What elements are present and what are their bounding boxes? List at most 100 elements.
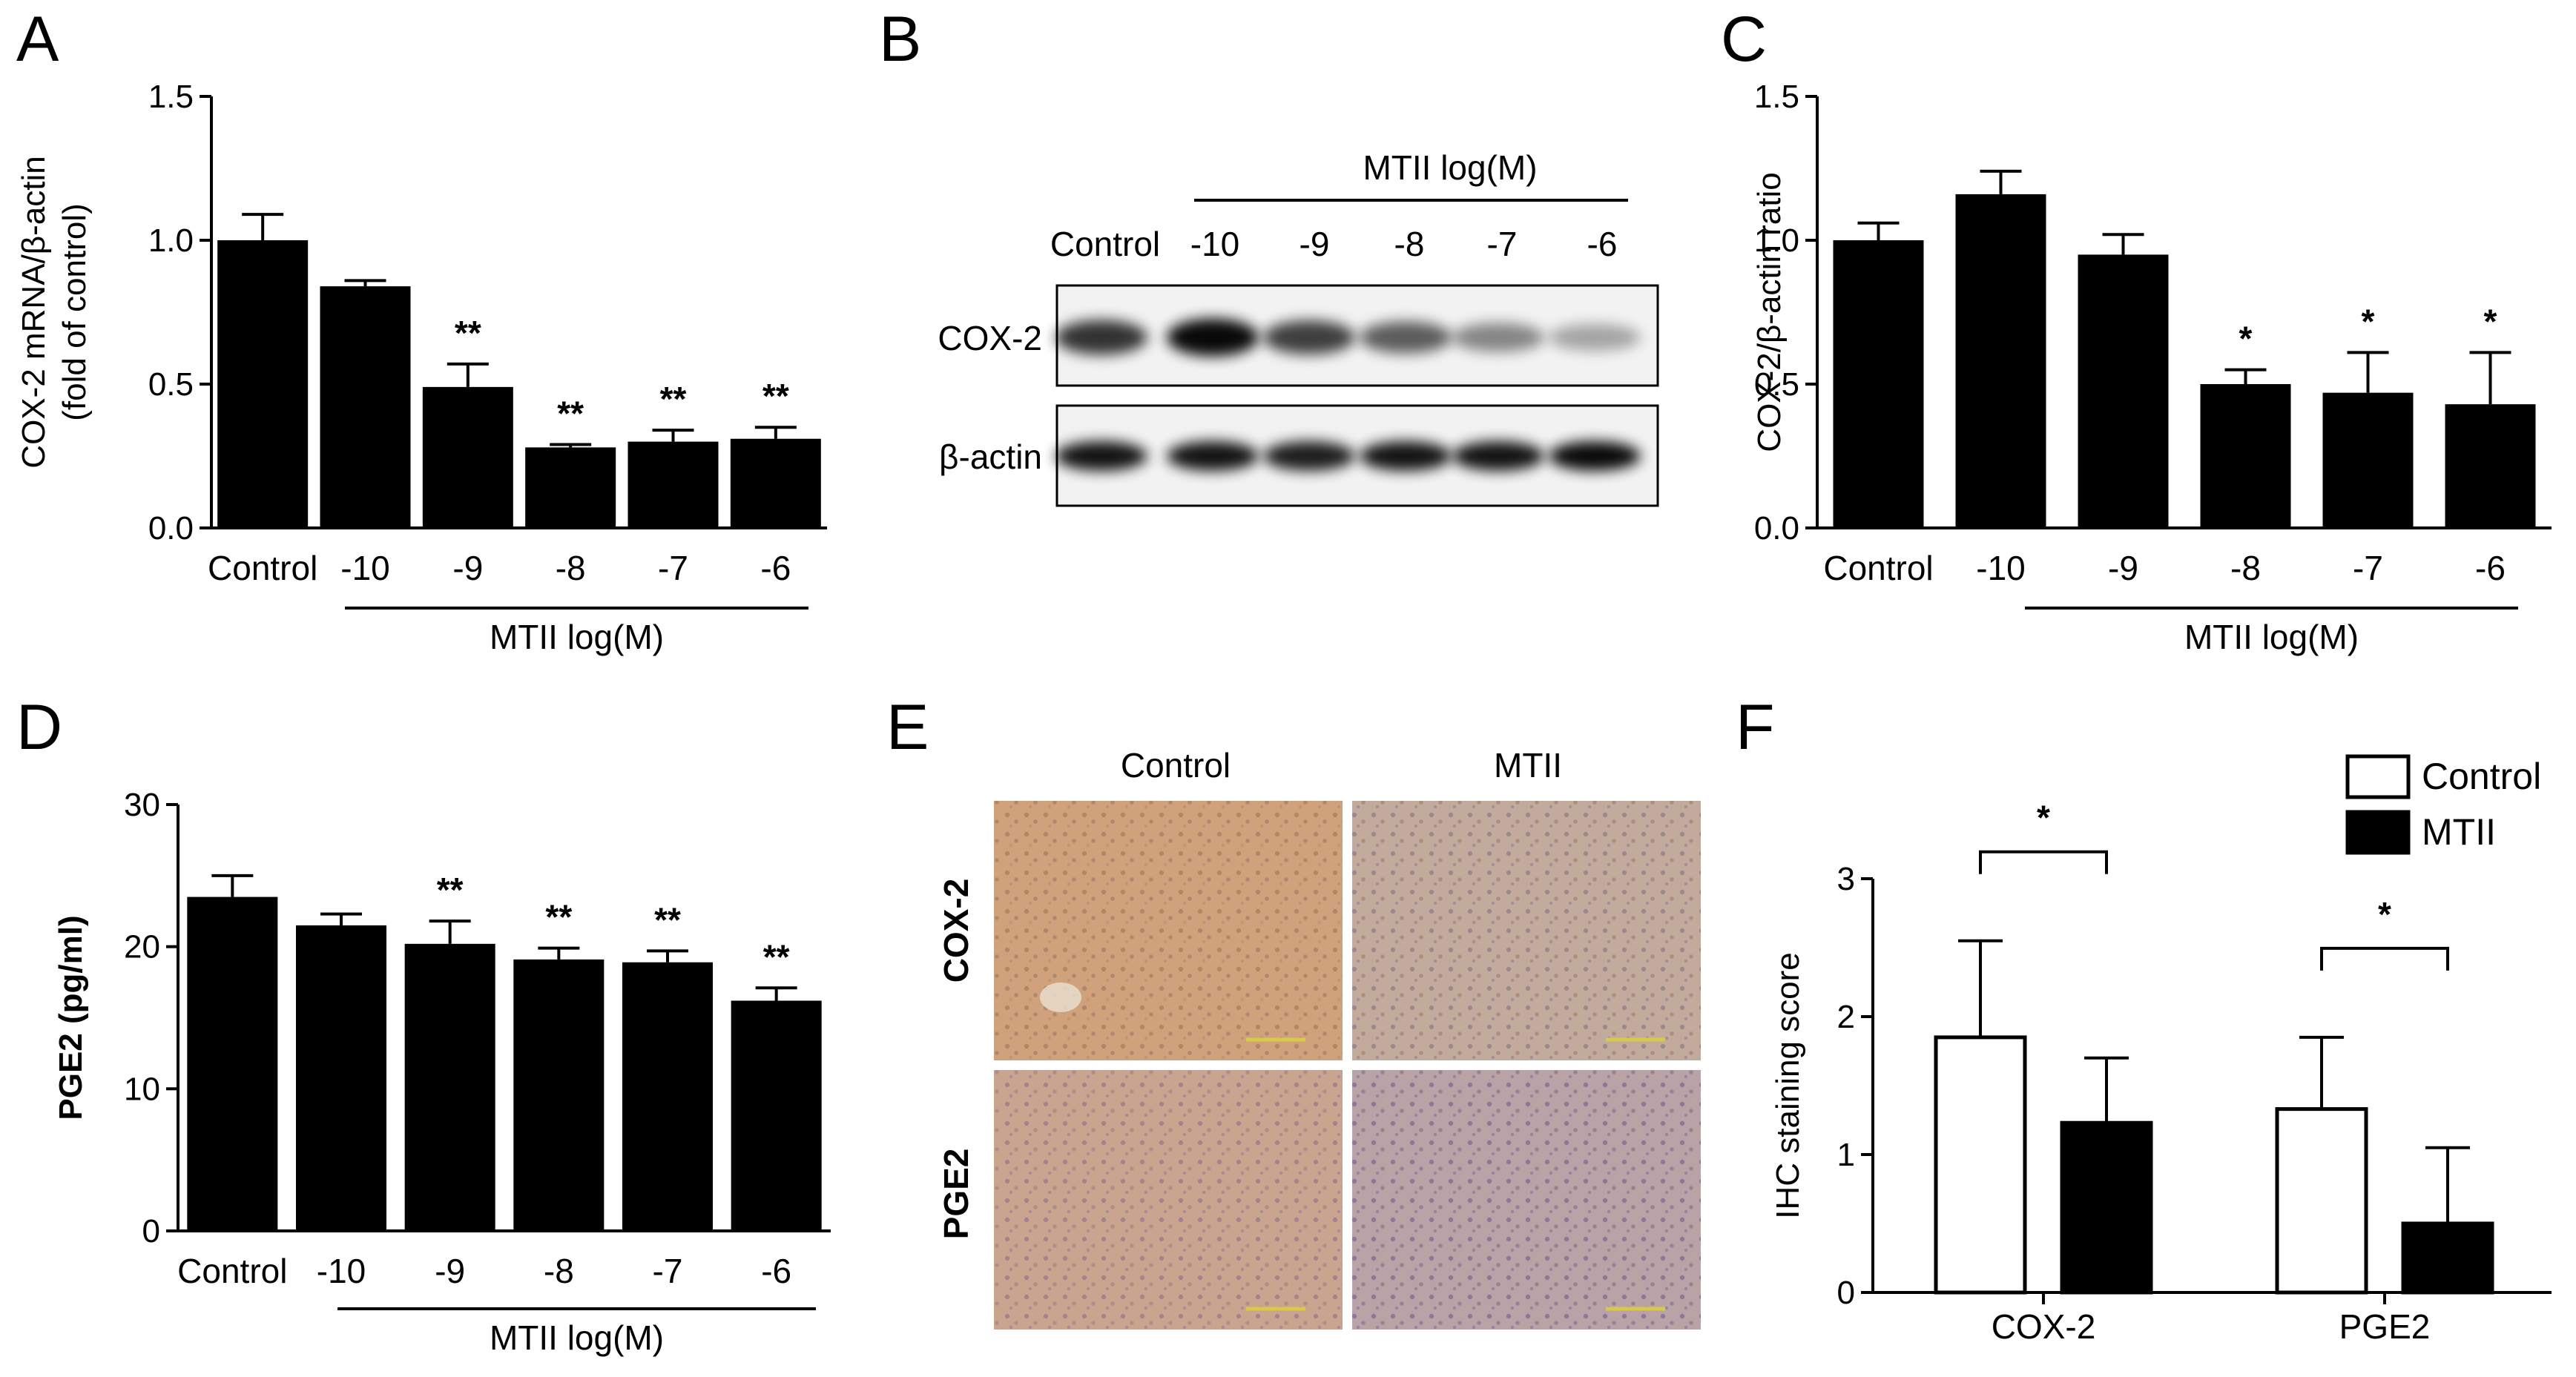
blot-bands [1055,318,1641,471]
blot-band-cox2 [1360,321,1452,354]
y-tick-label: 1.0 [1754,222,1799,259]
legend-label: Control [2422,756,2541,797]
y-tick-label: 1 [1837,1137,1855,1173]
blot-row-label-actin: β-actin [939,437,1042,476]
y-axis-label: COX-2/β-actin ratio [1751,172,1788,452]
legend-label: MTII [2422,811,2496,853]
x-category-label: -10 [317,1252,366,1290]
ihc-image-pge2-control [994,1070,1343,1330]
chart-panel-a: 0.0 0.5 1.0 1.5 COX-2 mRNA/β-actin (fold of c… [16,79,827,656]
x-category-label: -6 [760,549,791,587]
x-category-label: -8 [2230,549,2261,587]
significance-marker: * [2037,799,2050,837]
blot-group-label: MTII log(M) [1363,148,1537,187]
bar [404,943,495,1231]
y-tick-label: 0 [142,1213,160,1249]
bar [525,447,616,528]
x-category-label: -9 [435,1252,465,1290]
bar [187,896,278,1231]
x-category-label: Control [208,549,317,587]
blot-lane-label: -7 [1487,225,1518,263]
significance-marker: ** [455,314,481,352]
y-tick-label: 0 [1837,1275,1855,1311]
blot-band-actin [1549,441,1641,471]
ihc-row-label-cox2: COX-2 [937,879,975,983]
blot-band-actin [1452,441,1544,471]
legend-swatch [2345,754,2411,799]
bar [2445,404,2536,528]
bar [217,240,309,528]
significance-marker: * [2484,302,2497,340]
panel-letter-d: D [16,692,62,763]
significance-marker: ** [654,900,681,939]
blot-row-label-cox2: COX-2 [938,319,1042,357]
blot-band-cox2 [1263,320,1355,354]
significance-marker: * [2239,320,2253,358]
bar [622,962,713,1231]
x-category-label: -7 [653,1252,683,1290]
blot-band-actin [1055,441,1147,471]
y-tick-label: 30 [124,787,160,823]
x-category-label: -9 [2108,549,2138,587]
x-category-label: -10 [340,549,389,587]
y-tick-label: 0.0 [1754,510,1799,546]
x-category-label: -9 [452,549,483,587]
bar [2200,384,2291,528]
ihc-vessel [1040,983,1081,1012]
y-axis-label: COX-2 mRNA/β-actin [16,156,52,468]
x-category-label: -7 [2353,549,2383,587]
blot-band-cox2 [1549,324,1641,351]
bar [1955,194,2046,528]
x-category-label: -6 [761,1252,791,1290]
significance-marker: * [2378,895,2391,934]
bar [730,438,821,528]
bar [627,441,719,528]
y-tick-label: 0.5 [1754,366,1799,403]
panel-letter-a: A [16,4,59,75]
x-group-label: MTII log(M) [490,1318,664,1357]
chart-panel-d: 0 10 20 30 PGE2 (pg/ml) Control -10 ** -9 ** -8 ** -… [53,787,831,1357]
significance-marker: ** [545,898,572,937]
y-axis-label: IHC staining score [1770,952,1806,1218]
significance-marker: * [2362,302,2375,340]
legend-swatch [2345,810,2411,855]
y-tick-label: 20 [124,929,160,965]
x-category-label: -6 [2475,549,2506,587]
blot-band-actin [1263,441,1355,471]
x-category-label: Control [1823,549,1933,587]
x-category-label: Control [177,1252,287,1290]
panel-letter-f: F [1736,692,1775,763]
blot-band-actin [1167,441,1259,471]
y-tick-label: 0.5 [148,366,194,403]
western-blot-panel: MTII log(M) Control -10 -9 -8 -7 -6 COX-… [938,148,1659,507]
x-category-label: -7 [658,549,688,587]
y-tick-label: 1.0 [148,222,194,259]
x-group-label: MTII log(M) [490,618,664,656]
x-group-label: MTII log(M) [2184,618,2359,656]
significance-bracket [2320,946,2449,971]
blot-band-actin [1360,441,1452,471]
blot-lane-label: -9 [1299,225,1330,263]
ihc-image-pge2-mtii [1352,1070,1701,1330]
ihc-col-label-mtii: MTII [1494,746,1562,785]
blot-lane-label: -6 [1587,225,1618,263]
chart-panel-c: 0.0 0.5 1.0 1.5 COX-2/β-actin ratio Control -1… [1751,79,2552,656]
ihc-panel: Control MTII COX-2 PGE2 [937,746,1701,1330]
y-tick-label: 1.5 [148,79,194,115]
x-category-label: -10 [1976,549,2025,587]
ihc-image-cox2-mtii [1352,801,1701,1060]
significance-marker: ** [762,377,789,415]
bar [731,1000,822,1231]
y-axis-label: (fold of control) [56,203,93,420]
x-category-label: -8 [556,549,586,587]
blot-band-cox2 [1452,323,1544,352]
significance-marker: ** [437,871,464,909]
panel-letter-c: C [1721,4,1767,75]
y-tick-label: 3 [1837,861,1855,897]
y-tick-label: 10 [124,1071,160,1107]
bar [2078,254,2169,528]
significance-bracket [1979,850,2108,874]
y-tick-label: 1.5 [1754,79,1799,115]
x-category-label: -8 [544,1252,574,1290]
